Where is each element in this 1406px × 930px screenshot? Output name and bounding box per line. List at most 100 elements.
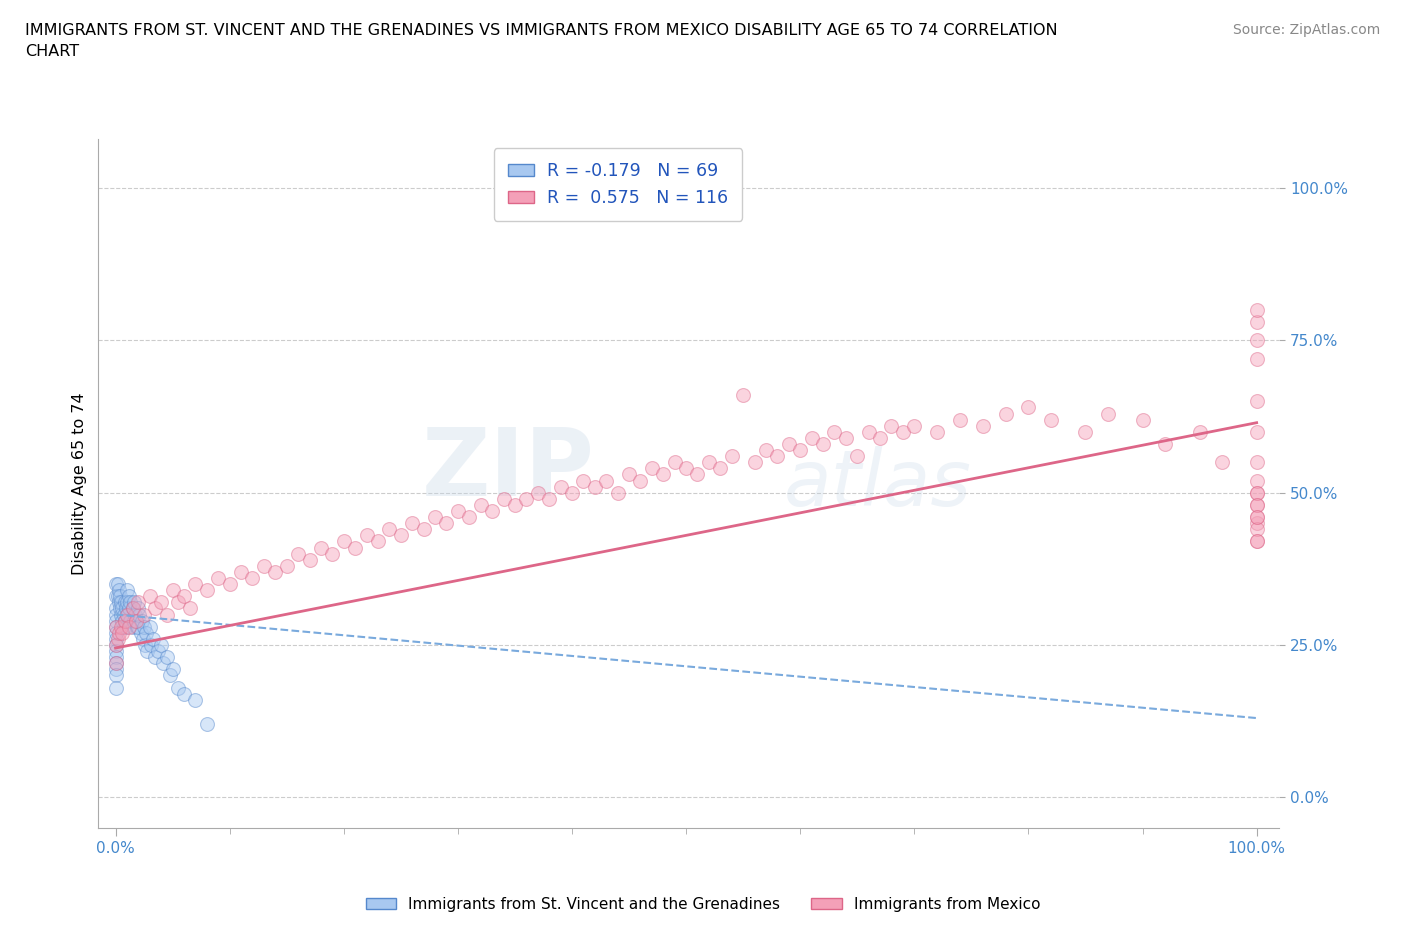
Point [1246, 424, 1268, 439]
Point [104, 656, 127, 671]
Point [617, 467, 640, 482]
Point [423, 510, 446, 525]
Point [115, 607, 138, 622]
Point [458, 510, 481, 525]
Point [104, 650, 127, 665]
Point [481, 503, 503, 518]
Point [127, 619, 149, 634]
Point [823, 424, 845, 439]
Point [298, 552, 321, 567]
Point [1017, 400, 1039, 415]
Point [104, 644, 127, 658]
Point [156, 650, 179, 665]
Point [1246, 510, 1268, 525]
Point [641, 461, 664, 476]
Point [115, 607, 138, 622]
Point [121, 601, 143, 616]
Point [1132, 412, 1154, 427]
Point [697, 455, 720, 470]
Point [766, 449, 789, 464]
Point [538, 491, 561, 506]
Point [972, 418, 994, 433]
Point [927, 424, 949, 439]
Point [755, 443, 778, 458]
Point [146, 644, 169, 658]
Y-axis label: Disability Age 65 to 74: Disability Age 65 to 74 [72, 392, 87, 575]
Point [120, 613, 142, 628]
Point [156, 607, 179, 622]
Point [880, 418, 903, 433]
Point [869, 431, 891, 445]
Point [159, 668, 181, 683]
Point [606, 485, 628, 500]
Text: ZIP: ZIP [422, 424, 595, 516]
Point [145, 601, 167, 616]
Point [167, 680, 190, 695]
Point [104, 601, 127, 616]
Point [195, 583, 218, 598]
Point [1097, 406, 1119, 421]
Point [218, 577, 240, 591]
Point [891, 424, 914, 439]
Point [595, 473, 617, 488]
Point [115, 583, 138, 598]
Point [120, 595, 142, 610]
Point [949, 412, 972, 427]
Point [139, 638, 162, 653]
Point [121, 601, 143, 616]
Point [447, 503, 470, 518]
Point [132, 607, 155, 622]
Text: Source: ZipAtlas.com: Source: ZipAtlas.com [1233, 23, 1381, 37]
Point [110, 619, 132, 634]
Point [108, 583, 131, 598]
Point [550, 479, 572, 494]
Point [112, 619, 135, 634]
Point [664, 455, 686, 470]
Point [332, 534, 354, 549]
Point [139, 589, 162, 604]
Point [104, 589, 127, 604]
Point [229, 565, 252, 579]
Point [903, 418, 925, 433]
Point [111, 601, 134, 616]
Point [127, 595, 149, 610]
Point [1074, 424, 1097, 439]
Point [1188, 424, 1211, 439]
Point [1246, 534, 1268, 549]
Point [121, 619, 143, 634]
Point [1246, 352, 1268, 366]
Point [811, 436, 834, 451]
Point [184, 692, 207, 707]
Point [1246, 333, 1268, 348]
Point [720, 449, 742, 464]
Point [134, 638, 156, 653]
Point [309, 540, 332, 555]
Point [125, 613, 148, 628]
Point [561, 485, 583, 500]
Point [356, 528, 378, 543]
Point [136, 644, 159, 658]
Point [733, 388, 755, 403]
Point [264, 565, 287, 579]
Point [108, 625, 131, 640]
Point [173, 686, 195, 701]
Point [378, 522, 401, 537]
Point [1211, 455, 1233, 470]
Point [572, 473, 595, 488]
Point [1246, 510, 1268, 525]
Point [111, 625, 134, 640]
Point [124, 607, 146, 622]
Point [112, 607, 135, 622]
Point [526, 485, 548, 500]
Point [108, 589, 131, 604]
Point [515, 491, 537, 506]
Point [389, 528, 412, 543]
Point [104, 680, 127, 695]
Point [1246, 534, 1268, 549]
Point [1246, 516, 1268, 531]
Point [492, 491, 515, 506]
Point [401, 516, 423, 531]
Point [652, 467, 675, 482]
Point [436, 516, 458, 531]
Point [1246, 485, 1268, 500]
